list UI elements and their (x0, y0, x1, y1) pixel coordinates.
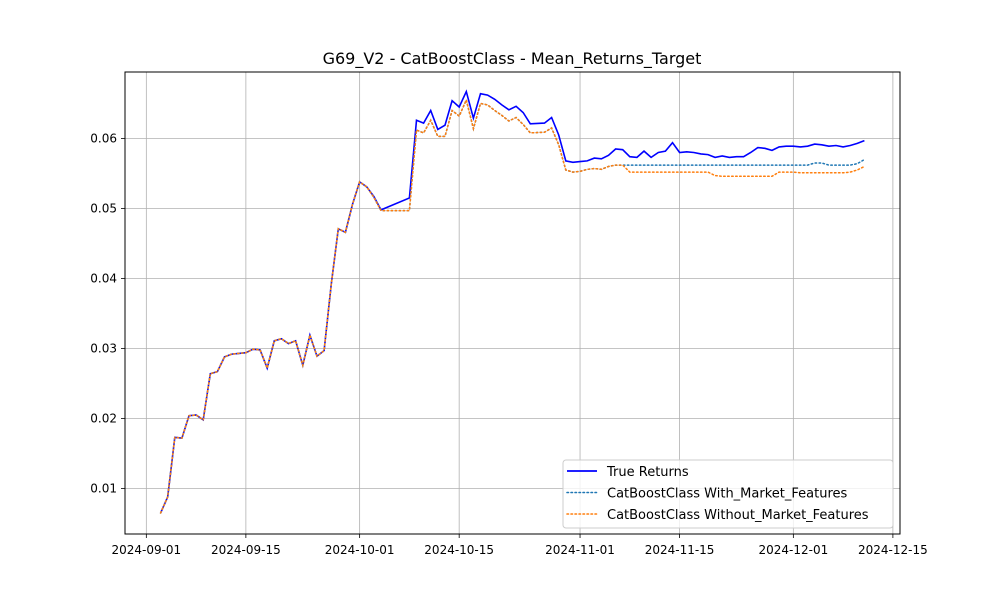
legend-label-1: CatBoostClass With_Market_Features (607, 487, 847, 502)
x-tick-label: 2024-11-15 (645, 543, 715, 557)
legend-box (562, 459, 894, 529)
y-tick-label: 0.06 (90, 132, 117, 146)
axis-ticks: 2024-09-01 2024-09-15 2024-10-01 2024-10-15… (90, 132, 927, 558)
legend-label-0: True Returns (606, 465, 689, 480)
chart-title: G69_V2 - CatBoostClass - Mean_Returns_Ta… (323, 49, 702, 69)
series-lines (159, 89, 866, 514)
grid-lines (125, 72, 900, 534)
x-tick-label: 2024-09-01 (111, 543, 181, 557)
x-tick-label: 2024-09-15 (211, 543, 281, 557)
series-line-2 (159, 97, 866, 514)
x-tick-label: 2024-12-01 (758, 543, 828, 557)
x-tick-label: 2024-10-15 (424, 543, 494, 557)
y-tick-label: 0.03 (90, 342, 117, 356)
y-tick-label: 0.05 (90, 202, 117, 216)
y-tick-label: 0.01 (90, 482, 117, 496)
series-line-1 (159, 97, 866, 514)
series-line-0 (159, 89, 865, 514)
y-tick-label: 0.04 (90, 272, 117, 286)
x-tick-label: 2024-11-01 (545, 543, 615, 557)
x-tick-label: 2024-12-15 (858, 543, 928, 557)
y-tick-label: 0.02 (90, 412, 117, 426)
x-tick-label: 2024-10-01 (325, 543, 395, 557)
plot-frame (124, 71, 901, 535)
legend: True Returns CatBoostClass With_Market_Fe… (562, 459, 894, 529)
legend-label-2: CatBoostClass Without_Market_Features (607, 508, 869, 523)
